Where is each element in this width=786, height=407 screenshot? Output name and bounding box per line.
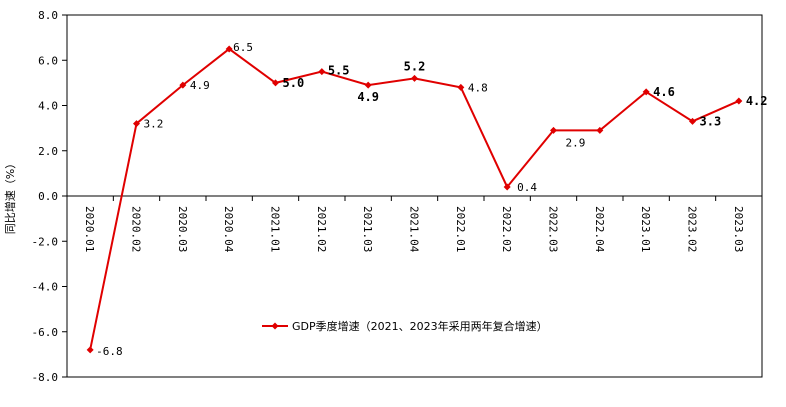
x-tick-label: 2023.03	[732, 206, 745, 252]
x-tick-label: 2020.02	[130, 206, 143, 252]
data-point-marker	[735, 97, 743, 105]
data-label: 2.9	[566, 136, 586, 149]
y-tick-label: 6.0	[38, 54, 58, 67]
data-point-marker	[225, 45, 233, 53]
data-label: 3.2	[144, 118, 164, 131]
data-label: 4.2	[746, 94, 768, 108]
data-label: 4.6	[653, 85, 675, 99]
data-point-marker	[179, 81, 187, 89]
data-point-marker	[596, 126, 604, 134]
y-axis-label: 同比增速（%）	[3, 158, 17, 234]
y-tick-label: -6.0	[32, 326, 59, 339]
x-tick-label: 2022.01	[454, 206, 467, 252]
x-tick-label: 2021.01	[269, 206, 282, 252]
legend-marker	[271, 322, 279, 330]
legend-label: GDP季度增速（2021、2023年采用两年复合增速）	[292, 319, 548, 333]
x-tick-label: 2021.02	[315, 206, 328, 252]
data-labels: -6.8 3.2 4.9 6.5 5.0 5.5 4.9 5.2 4.8 0.4 2.9 4.6 3.3…	[96, 41, 767, 358]
data-point-marker	[411, 74, 418, 82]
data-point-marker	[689, 117, 696, 125]
data-label: 5.2	[404, 59, 426, 73]
data-label: 0.4	[517, 181, 537, 194]
data-label: 4.9	[357, 90, 379, 104]
data-label: 5.5	[328, 64, 350, 78]
x-tick-label: 2020.04	[222, 206, 235, 253]
data-point-marker	[272, 79, 279, 87]
x-tick-label: 2020.03	[176, 206, 189, 252]
x-axis-ticks: 2020.01 2020.02 2020.03 2020.04 2021.01 2021.…	[66, 196, 763, 253]
y-tick-label: 2.0	[38, 145, 58, 158]
y-axis-ticks: 8.0 6.0 4.0 2.0 0.0 -2.0 -4.0 -6.0 -8.0	[32, 9, 67, 384]
data-point-marker	[86, 346, 94, 354]
x-tick-label: 2021.03	[361, 206, 374, 252]
data-point-marker	[133, 120, 140, 128]
data-label: 4.8	[468, 81, 488, 94]
x-tick-label: 2022.03	[547, 206, 560, 252]
y-tick-label: 4.0	[38, 100, 58, 113]
y-tick-label: -4.0	[32, 281, 59, 294]
data-label: -6.8	[96, 345, 123, 358]
y-tick-label: 0.0	[38, 190, 58, 203]
series-group	[86, 45, 743, 354]
x-tick-label: 2023.02	[686, 206, 699, 252]
x-tick-label: 2022.02	[500, 206, 513, 252]
y-tick-label: -8.0	[32, 371, 59, 384]
data-point-marker	[642, 88, 650, 96]
data-point-marker	[503, 183, 511, 191]
data-point-marker	[550, 126, 557, 134]
x-tick-label: 2020.01	[83, 206, 96, 252]
data-point-marker	[457, 83, 465, 91]
series-line	[89, 47, 740, 351]
y-tick-label: 8.0	[38, 9, 58, 22]
data-label: 6.5	[233, 41, 253, 54]
x-tick-label: 2022.04	[593, 206, 606, 253]
data-label: 5.0	[283, 76, 305, 90]
data-label: 4.9	[190, 79, 210, 92]
data-label: 3.3	[700, 114, 722, 128]
data-point-marker	[318, 68, 326, 76]
y-tick-label: -2.0	[32, 235, 59, 248]
legend: GDP季度增速（2021、2023年采用两年复合增速）	[262, 319, 548, 333]
data-point-marker	[364, 81, 372, 89]
x-tick-label: 2023.01	[639, 206, 652, 252]
x-tick-label: 2021.04	[408, 206, 421, 253]
